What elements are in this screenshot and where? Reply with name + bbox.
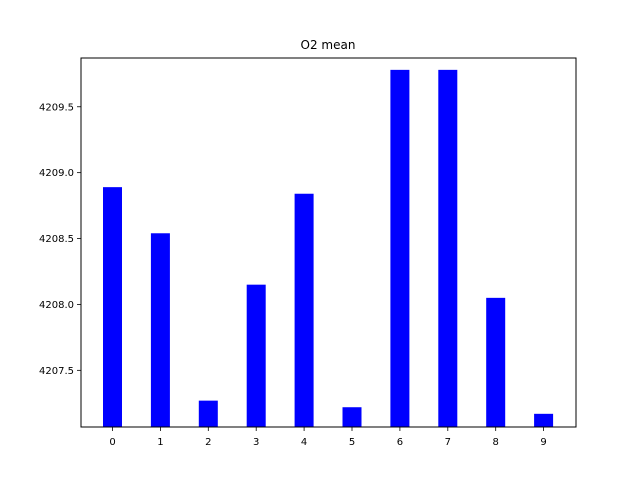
bar-9: [534, 413, 554, 427]
bar-6: [390, 69, 410, 428]
bar-5: [342, 407, 362, 427]
bar-4: [294, 193, 314, 427]
y-tick-label-4208.0: 4208.0: [39, 300, 74, 311]
x-tick-label-4: 4: [301, 437, 307, 448]
bar-3: [246, 284, 266, 427]
x-tick-label-6: 6: [397, 437, 403, 448]
x-tick-label-0: 0: [109, 437, 115, 448]
x-tick-label-3: 3: [253, 437, 259, 448]
chart-title: O2 mean: [301, 38, 356, 52]
bar-1: [150, 233, 170, 427]
x-tick-label-2: 2: [205, 437, 211, 448]
x-tick-label-1: 1: [157, 437, 163, 448]
x-tick-label-7: 7: [445, 437, 451, 448]
x-tick-label-5: 5: [349, 437, 355, 448]
plot-frame: [80, 57, 577, 428]
bar-0: [103, 187, 122, 427]
bar-2: [198, 400, 218, 427]
x-tick-label-9: 9: [540, 437, 546, 448]
y-tick-label-4209.5: 4209.5: [39, 102, 74, 113]
y-tick-label-4209.0: 4209.0: [39, 168, 74, 179]
y-tick-label-4208.5: 4208.5: [39, 234, 74, 245]
x-axis-ticks: 0 1 2 3 4 5 6 7 8 9: [109, 427, 547, 448]
x-tick-label-8: 8: [493, 437, 499, 448]
y-tick-label-4207.5: 4207.5: [39, 366, 74, 377]
bars-group: [103, 69, 554, 428]
bar-7: [438, 69, 458, 428]
y-axis-ticks: 4207.5 4208.0 4208.5 4209.0 4209.5: [39, 102, 81, 377]
bar-8: [486, 297, 506, 427]
